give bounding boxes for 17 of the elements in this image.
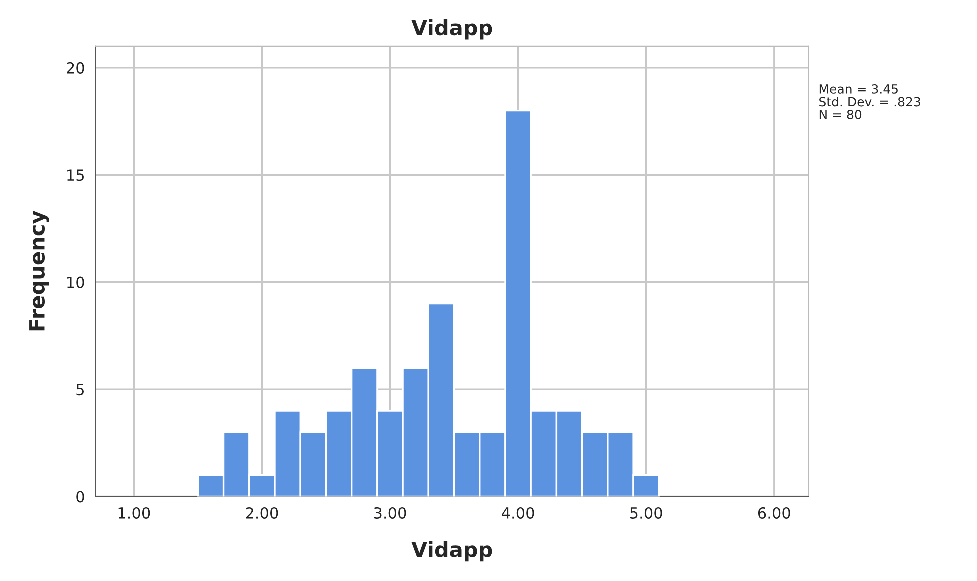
y-tick-label: 0: [76, 491, 84, 503]
x-tick-label: 6.00: [758, 507, 790, 519]
x-tick-label: 5.00: [630, 507, 662, 519]
x-tick-label: 4.00: [502, 507, 534, 519]
y-tick-label: 15: [68, 170, 84, 182]
y-tick-label: 20: [67, 62, 84, 74]
y-axis-title: Frequency: [30, 211, 50, 331]
x-tick-label: 2.00: [246, 507, 278, 519]
x-tick-label: 1.00: [118, 507, 150, 519]
chart-title: Vidapp: [412, 20, 492, 40]
text: Std. Dev. = .823: [820, 97, 920, 107]
x-tick-label: 3.00: [374, 507, 406, 519]
x-axis-title: Vidapp: [412, 541, 492, 562]
y-tick-label: 5: [76, 384, 84, 396]
text: N = 80: [820, 110, 862, 120]
y-tick-label: 10: [68, 276, 84, 288]
text: Mean = 3.45: [820, 84, 898, 94]
